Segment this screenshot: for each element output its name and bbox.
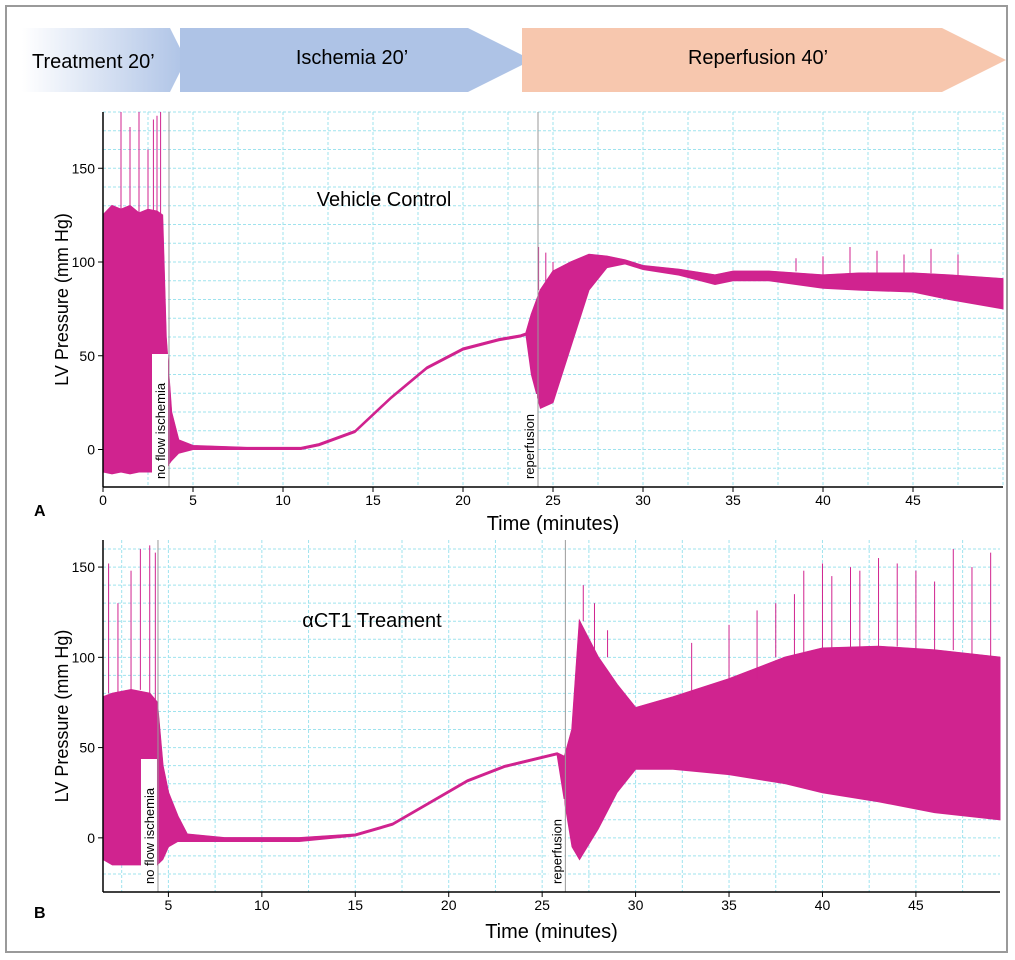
x-tick-label: 25: [534, 897, 550, 913]
panel-b-x-ticks: 5 10 15 20 25 30 35 40 45: [165, 892, 924, 913]
y-tick-label: 150: [72, 559, 96, 575]
panel-b-title: αCT1 Treament: [302, 610, 442, 632]
phase-bar: Treatment 20’ Ischemia 20’ Reperfusion 4…: [22, 28, 1006, 92]
panel-b-event-markers: [140, 540, 566, 892]
x-tick-label: 40: [815, 897, 831, 913]
y-tick-label: 0: [87, 442, 95, 458]
panel-a-y-ticks: 0 50 100 150: [72, 160, 103, 458]
x-tick-label: 0: [99, 492, 107, 508]
x-tick-label: 25: [545, 492, 561, 508]
panel-b-axes: [102, 540, 1000, 893]
y-tick-label: 150: [72, 160, 96, 176]
panel-b-y-axis-label: LV Pressure (mm Hg): [52, 630, 72, 803]
x-tick-label: 20: [455, 492, 471, 508]
panel-b-trace: [102, 545, 1001, 866]
x-tick-label: 5: [165, 897, 173, 913]
y-tick-label: 50: [79, 740, 95, 756]
phase-reperfusion-label: Reperfusion 40’: [688, 47, 828, 69]
x-tick-label: 30: [635, 492, 651, 508]
phase-ischemia-arrow: [180, 28, 532, 92]
panel-b-letter: B: [34, 905, 46, 922]
panel-a-y-axis-label: LV Pressure (mm Hg): [52, 213, 72, 386]
x-tick-label: 15: [347, 897, 363, 913]
annotation-background: [140, 759, 157, 884]
y-tick-label: 0: [87, 830, 95, 846]
panel-a-event-markers: [152, 112, 539, 487]
annotation-background: [152, 354, 168, 479]
x-tick-label: 5: [189, 492, 197, 508]
y-tick-label: 50: [79, 348, 95, 364]
annotation-background: [521, 394, 537, 479]
panel-a-x-ticks: 0 5 10 15 20 25 30 35 40 45: [99, 487, 921, 508]
panel-a-x-axis-label: Time (minutes): [487, 513, 620, 535]
panel-a-title: Vehicle Control: [317, 189, 452, 211]
x-tick-label: 10: [254, 897, 270, 913]
x-tick-label: 45: [908, 897, 924, 913]
panel-b-x-axis-label: Time (minutes): [485, 921, 618, 943]
panel-b-annotation-reperfusion: reperfusion: [549, 819, 564, 884]
x-tick-label: 10: [275, 492, 291, 508]
phase-reperfusion-arrow: [522, 28, 1006, 92]
phase-treatment-arrow: [22, 28, 186, 92]
panel-a-annotation-reperfusion: reperfusion: [522, 414, 537, 479]
phase-ischemia-label: Ischemia 20’: [296, 47, 408, 69]
x-tick-label: 35: [725, 492, 741, 508]
x-tick-label: 30: [628, 897, 644, 913]
x-tick-label: 20: [441, 897, 457, 913]
panel-a-trace: [102, 112, 1004, 475]
panel-a-annotation-no-flow-ischemia: no flow ischemia: [153, 382, 168, 479]
pressure-trace-upper: [102, 204, 1004, 449]
panel-a: 0 5 10 15 20 25 30 35 40 45 0 50 100 150 Vehicle Con…: [34, 111, 1004, 535]
figure-frame: [5, 5, 1008, 953]
x-tick-label: 35: [721, 897, 737, 913]
panel-b: 5 10 15 20 25 30 35 40 45 0 50 100 150 αCT1 Treamen…: [34, 540, 1001, 943]
y-tick-label: 100: [72, 254, 96, 270]
annotation-background: [548, 799, 565, 884]
panel-b-y-ticks: 0 50 100 150: [72, 559, 103, 846]
y-tick-label: 100: [72, 649, 96, 665]
phase-treatment-label: Treatment 20’: [32, 51, 155, 73]
x-tick-label: 45: [905, 492, 921, 508]
panel-b-annotation-no-flow-ischemia: no flow ischemia: [142, 787, 157, 884]
x-tick-label: 15: [365, 492, 381, 508]
x-tick-label: 40: [815, 492, 831, 508]
panel-a-letter: A: [34, 503, 46, 520]
